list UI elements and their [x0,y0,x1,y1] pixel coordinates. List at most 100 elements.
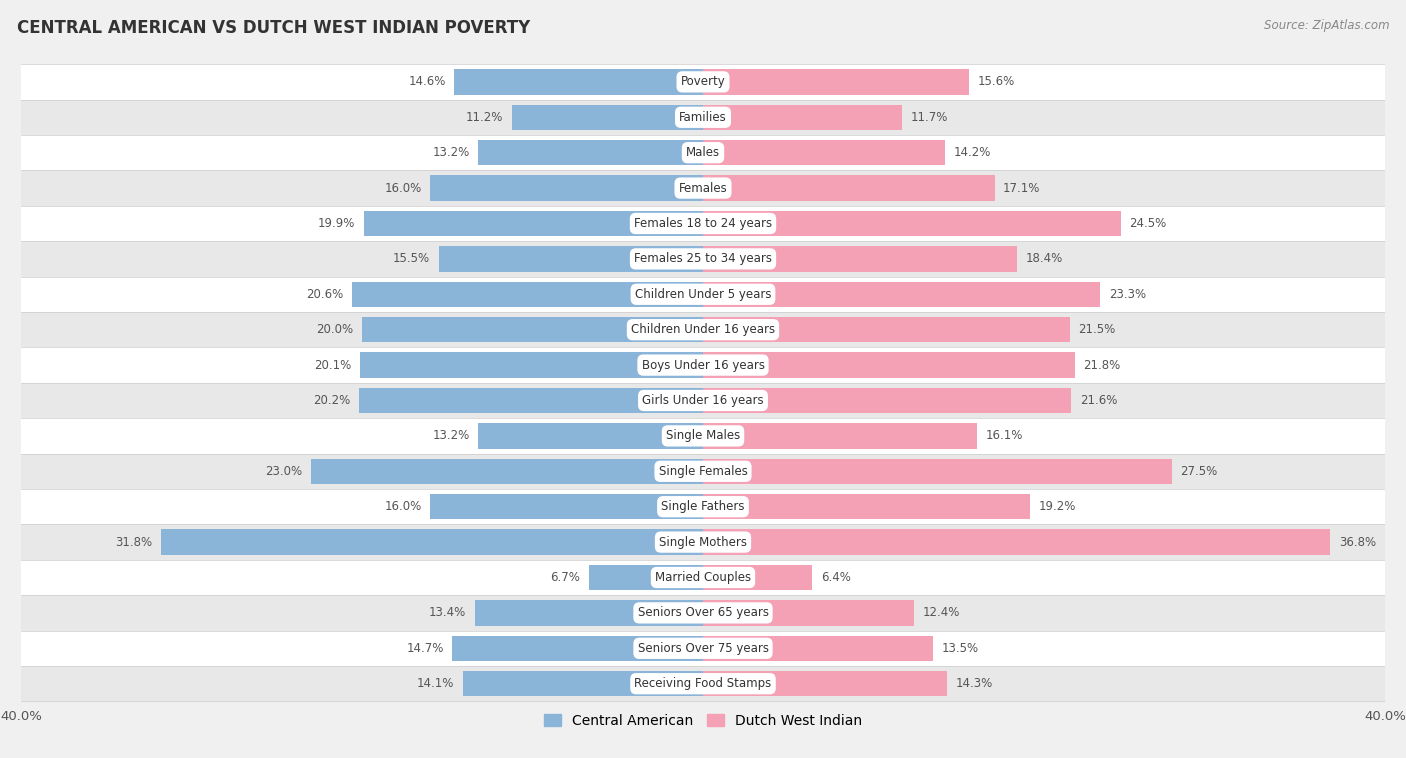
Text: 21.5%: 21.5% [1078,323,1115,337]
Text: 14.3%: 14.3% [955,677,993,691]
Bar [703,105,903,130]
Text: 14.6%: 14.6% [408,75,446,89]
Text: 6.7%: 6.7% [550,571,581,584]
Bar [311,459,703,484]
Bar [478,423,703,449]
Text: 6.4%: 6.4% [821,571,851,584]
Bar [703,529,1330,555]
Text: Children Under 5 years: Children Under 5 years [634,288,772,301]
Bar [160,529,703,555]
Text: 21.8%: 21.8% [1083,359,1121,371]
Bar [21,453,1385,489]
Bar [21,383,1385,418]
Text: Seniors Over 65 years: Seniors Over 65 years [637,606,769,619]
Bar [454,69,703,95]
Bar [21,347,1385,383]
Text: 20.2%: 20.2% [314,394,350,407]
Text: 14.1%: 14.1% [416,677,454,691]
Text: Females 18 to 24 years: Females 18 to 24 years [634,217,772,230]
Bar [703,69,969,95]
Bar [21,489,1385,525]
Text: 20.1%: 20.1% [315,359,352,371]
Bar [703,600,914,625]
Text: 18.4%: 18.4% [1025,252,1063,265]
Bar [430,494,703,519]
Bar [703,671,946,697]
Text: Girls Under 16 years: Girls Under 16 years [643,394,763,407]
Text: Children Under 16 years: Children Under 16 years [631,323,775,337]
Bar [478,140,703,165]
Bar [475,600,703,625]
Text: Single Females: Single Females [658,465,748,478]
Text: 12.4%: 12.4% [922,606,960,619]
Bar [21,631,1385,666]
Text: 13.5%: 13.5% [942,642,979,655]
Text: 27.5%: 27.5% [1181,465,1218,478]
Text: 13.2%: 13.2% [432,429,470,443]
Bar [439,246,703,271]
Text: 20.6%: 20.6% [307,288,343,301]
Text: 15.5%: 15.5% [394,252,430,265]
Bar [363,317,703,343]
Text: Poverty: Poverty [681,75,725,89]
Text: 16.0%: 16.0% [384,500,422,513]
Bar [703,388,1071,413]
Text: Males: Males [686,146,720,159]
Bar [21,64,1385,99]
Bar [21,595,1385,631]
Bar [453,635,703,661]
Bar [589,565,703,590]
Text: 17.1%: 17.1% [1002,182,1040,195]
Bar [512,105,703,130]
Bar [703,140,945,165]
Bar [703,423,977,449]
Bar [703,459,1171,484]
Bar [21,666,1385,701]
Text: Source: ZipAtlas.com: Source: ZipAtlas.com [1264,19,1389,32]
Text: 11.7%: 11.7% [911,111,949,124]
Bar [703,211,1121,236]
Text: 23.3%: 23.3% [1109,288,1146,301]
Text: 13.4%: 13.4% [429,606,465,619]
Bar [703,281,1101,307]
Text: Females 25 to 34 years: Females 25 to 34 years [634,252,772,265]
Text: 15.6%: 15.6% [977,75,1015,89]
Text: Married Couples: Married Couples [655,571,751,584]
Text: Single Fathers: Single Fathers [661,500,745,513]
Text: Boys Under 16 years: Boys Under 16 years [641,359,765,371]
Bar [21,205,1385,241]
Bar [352,281,703,307]
Text: 14.2%: 14.2% [953,146,991,159]
Bar [21,418,1385,453]
Text: 19.9%: 19.9% [318,217,356,230]
Text: Families: Families [679,111,727,124]
Bar [703,494,1031,519]
Text: Females: Females [679,182,727,195]
Bar [21,241,1385,277]
Bar [21,525,1385,560]
Bar [703,175,994,201]
Bar [463,671,703,697]
Text: 11.2%: 11.2% [467,111,503,124]
Text: 16.0%: 16.0% [384,182,422,195]
Text: 36.8%: 36.8% [1339,536,1376,549]
Bar [703,317,1070,343]
Text: 13.2%: 13.2% [432,146,470,159]
Bar [364,211,703,236]
Text: 24.5%: 24.5% [1129,217,1167,230]
Bar [21,560,1385,595]
Text: 16.1%: 16.1% [986,429,1024,443]
Text: 19.2%: 19.2% [1039,500,1076,513]
Legend: Central American, Dutch West Indian: Central American, Dutch West Indian [538,708,868,734]
Text: 21.6%: 21.6% [1080,394,1118,407]
Text: CENTRAL AMERICAN VS DUTCH WEST INDIAN POVERTY: CENTRAL AMERICAN VS DUTCH WEST INDIAN PO… [17,19,530,37]
Bar [21,312,1385,347]
Bar [21,135,1385,171]
Bar [703,565,813,590]
Bar [703,352,1074,377]
Bar [360,352,703,377]
Text: 23.0%: 23.0% [266,465,302,478]
Bar [21,171,1385,205]
Bar [703,246,1017,271]
Text: 20.0%: 20.0% [316,323,353,337]
